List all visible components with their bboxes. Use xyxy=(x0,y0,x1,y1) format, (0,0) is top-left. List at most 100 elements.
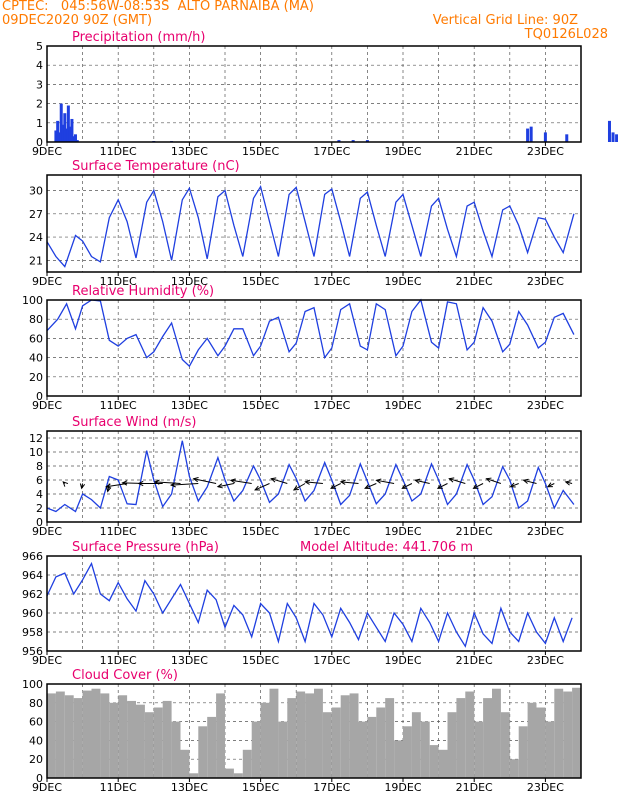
panel-1-x-tick-label: 9DEC xyxy=(32,275,62,288)
panel-5-bar xyxy=(287,698,297,778)
panel-5-bar xyxy=(331,707,341,778)
panel-2-y-tick-label: 60 xyxy=(29,332,43,345)
panel-3-wind-arrowhead xyxy=(229,478,236,484)
panel-2-x-tick-label: 21DEC xyxy=(456,399,493,412)
panel-3-y-tick-label: 8 xyxy=(36,460,43,473)
panel-3-frame xyxy=(46,430,582,523)
panel-3-wind-arrowhead xyxy=(270,477,277,483)
panel-0-bar xyxy=(543,132,547,142)
panel-0-y-tick-label: 3 xyxy=(36,78,43,91)
panel-5-bar xyxy=(394,740,403,778)
panel-0-y-tick-label: 2 xyxy=(36,98,43,111)
panel-5-bar xyxy=(563,691,573,778)
panel-3-wind-arrowhead xyxy=(79,483,86,490)
panel-2-y-tick-label: 80 xyxy=(29,313,43,326)
panel-2-x-tick-label: 9DEC xyxy=(32,399,62,412)
panel-5-x-tick-label: 13DEC xyxy=(171,781,208,794)
panel-5-bar xyxy=(509,759,519,778)
panel-1-title: Surface Temperature (nC) xyxy=(72,159,240,174)
panel-2-x-tick-label: 17DEC xyxy=(313,399,350,412)
panel-1-x-tick-label: 11DEC xyxy=(100,275,137,288)
panel-5-bar xyxy=(376,707,386,778)
panel-5-bar xyxy=(500,712,510,778)
panel-1-x-tick-label: 17DEC xyxy=(313,275,350,288)
panel-5-bar xyxy=(385,698,395,778)
panel-3-title: Surface Wind (m/s) xyxy=(72,415,196,430)
panel-5-bar xyxy=(233,773,243,778)
panel-3-wind-vector xyxy=(402,483,413,489)
panel-5-y-tick-label: 60 xyxy=(29,716,43,729)
panel-3-wind-vector xyxy=(364,483,377,489)
panel-4-x-tick-label: 23DEC xyxy=(527,654,564,667)
panel-5-x-tick-label: 19DEC xyxy=(384,781,421,794)
panel-4-x-tick-label: 13DEC xyxy=(171,654,208,667)
panel-5-bar xyxy=(242,749,252,778)
panel-3-x-tick-label: 15DEC xyxy=(242,525,279,538)
panel-4-y-tick-label: 960 xyxy=(22,607,43,620)
panel-5-x-tick-label: 15DEC xyxy=(242,781,279,794)
panel-3-wind-arrowhead xyxy=(564,480,571,486)
panel-3-wind-arrowhead xyxy=(137,480,144,487)
panel-0-y-tick-label: 0 xyxy=(36,136,43,149)
panel-0-x-tick-label: 17DEC xyxy=(313,145,350,158)
panel-4-y-tick-label: 964 xyxy=(22,569,43,582)
panel-4-series-line xyxy=(46,561,573,648)
panel-3-wind-arrowhead xyxy=(546,482,553,488)
panel-0-bar xyxy=(59,103,63,142)
panel-0-bar xyxy=(57,132,61,142)
panel-4-x-tick-label: 11DEC xyxy=(100,654,137,667)
panel-5-bar xyxy=(554,688,564,778)
panel-5-bar xyxy=(456,698,466,778)
panel-0-bar xyxy=(63,113,67,142)
panel-5-bar xyxy=(153,707,163,778)
panel-3-wind-arrowhead xyxy=(375,478,382,484)
panel-3-wind-vector xyxy=(154,481,181,484)
panel-3-y-tick-label: 0 xyxy=(36,516,43,529)
panel-5-bar xyxy=(349,693,359,778)
panel-1-series-line xyxy=(46,184,575,268)
panel-0-bar xyxy=(75,140,79,142)
panel-0-bar xyxy=(66,105,70,142)
panel-5-bar xyxy=(91,688,101,778)
panel-0-bar xyxy=(526,128,530,142)
panel-3-wind-arrowhead xyxy=(105,486,112,493)
panel-3-y-tick-label: 12 xyxy=(29,432,43,445)
panel-5-bar xyxy=(216,693,225,778)
panel-5-bar xyxy=(474,721,484,778)
panel-5-bar xyxy=(189,773,199,778)
panel-0-frame xyxy=(46,45,582,143)
panel-3-wind-vector xyxy=(230,479,252,484)
panel-3-wind-vector xyxy=(293,483,306,491)
panel-5-bar xyxy=(136,704,145,778)
panel-3-wind-arrowhead xyxy=(522,478,529,484)
panel-5-bar xyxy=(572,687,581,778)
panel-0-bar xyxy=(611,132,615,142)
panel-5-bar xyxy=(367,716,377,778)
panel-3-x-tick-label: 11DEC xyxy=(100,525,137,538)
panel-3-wind-arrowhead xyxy=(169,482,176,488)
panel-3-wind-vector xyxy=(106,483,128,488)
panel-5-bar xyxy=(340,695,350,778)
panel-0-bar xyxy=(61,124,65,142)
panel-3-y-tick-label: 2 xyxy=(36,502,43,515)
panel-3-y-tick-label: 6 xyxy=(36,474,43,487)
panel-5-frame xyxy=(46,683,582,779)
panel-3-wind-vector xyxy=(171,483,199,486)
panel-3-wind-arrowhead xyxy=(448,477,455,483)
panel-5-bar xyxy=(55,691,65,778)
panel-5-x-tick-label: 17DEC xyxy=(313,781,350,794)
panel-3-wind-vector xyxy=(340,481,359,484)
panel-3-wind-vector xyxy=(305,481,323,484)
panel-4-frame xyxy=(46,555,582,652)
panel-3-x-tick-label: 23DEC xyxy=(527,525,564,538)
panel-5-bar xyxy=(483,698,492,778)
panel-0-bar xyxy=(365,140,369,142)
panel-2-y-tick-label: 20 xyxy=(29,371,43,384)
panel-5-bar xyxy=(251,721,261,778)
header-code: TQ0126L028 xyxy=(524,27,608,42)
panel-5-bar xyxy=(73,698,83,778)
panel-3-wind-vector xyxy=(193,478,217,484)
panel-5-bar xyxy=(260,702,270,778)
panel-0-bar xyxy=(70,118,74,142)
panel-3-wind-vector xyxy=(330,483,341,489)
